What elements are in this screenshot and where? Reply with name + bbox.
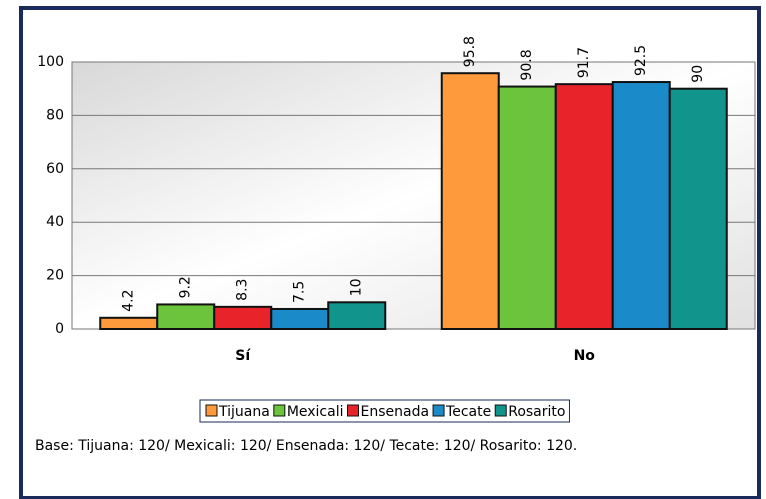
legend-swatch: [205, 404, 218, 417]
value-label: 90.8: [519, 49, 535, 80]
legend-label: Rosarito: [508, 404, 565, 420]
legend-swatch: [432, 404, 445, 417]
value-label: 4.2: [121, 290, 137, 312]
value-label: 91.7: [576, 47, 592, 78]
bar: [156, 303, 216, 331]
value-label: 10: [349, 278, 365, 296]
value-label: 92.5: [633, 45, 649, 76]
x-tick-label: Sí: [235, 348, 251, 364]
legend-label: Ensenada: [361, 404, 430, 420]
legend-swatch: [347, 404, 359, 417]
legend-label: Mexicali: [287, 404, 344, 420]
legend-box: [199, 399, 570, 423]
value-label: 7.5: [292, 281, 308, 303]
bar: [99, 316, 159, 331]
value-label: 90: [690, 65, 706, 83]
bar: [213, 305, 273, 330]
legend-label: Tecate: [445, 404, 491, 420]
legend: Tijuana Mexicali Ensenada Tecate Rosarito: [199, 399, 570, 423]
y-tick-label: 20: [46, 268, 64, 284]
legend-label: Tijuana: [218, 404, 270, 420]
bar: [440, 72, 500, 330]
y-tick-label: 80: [46, 107, 64, 123]
bar: [270, 307, 330, 331]
bar: [611, 81, 671, 331]
legend-swatch: [273, 404, 286, 417]
legend-swatch: [494, 404, 507, 417]
y-tick-label: 60: [46, 161, 64, 177]
value-label: 8.3: [235, 279, 251, 301]
y-tick-label: 0: [55, 321, 64, 337]
bar: [327, 301, 387, 330]
value-label: 95.8: [462, 36, 478, 67]
bar: [554, 83, 614, 331]
y-tick-label: 100: [37, 54, 64, 70]
value-label: 9.2: [178, 276, 194, 298]
note: Base: Tijuana: 120/ Mexicali: 120/ Ensen…: [35, 438, 577, 454]
bar: [497, 85, 557, 331]
y-tick-label: 40: [46, 214, 64, 230]
bar: [668, 87, 728, 330]
x-tick-label: No: [574, 348, 596, 364]
